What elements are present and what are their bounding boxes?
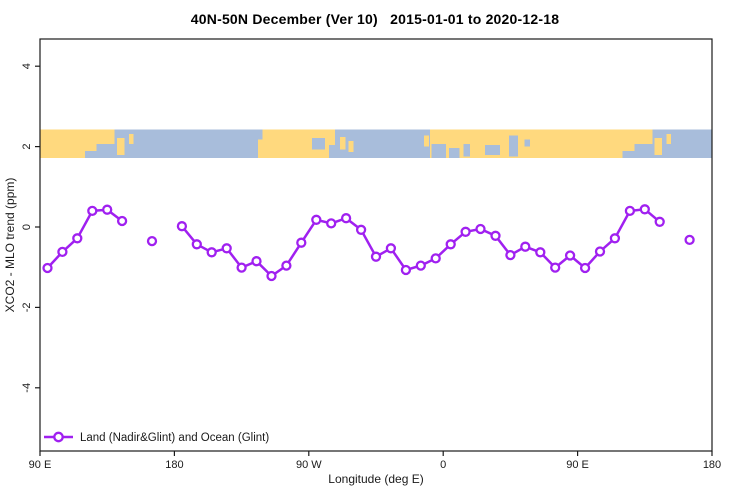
data-point <box>221 243 232 254</box>
water-patch <box>485 145 500 156</box>
y-tick-label: 0 <box>21 224 33 230</box>
data-point <box>550 262 561 273</box>
data-point <box>251 256 262 267</box>
data-point <box>42 262 53 274</box>
water-patch <box>328 145 335 158</box>
water-patch <box>431 143 447 158</box>
data-point <box>236 262 247 273</box>
series-line <box>46 208 124 270</box>
data-point <box>400 264 412 276</box>
y-tick-label: 2 <box>21 144 33 150</box>
data-point <box>624 205 636 217</box>
data-point <box>296 237 307 248</box>
y-tick-label: -4 <box>21 383 33 393</box>
data-point <box>206 247 217 258</box>
plot-frame <box>39 38 713 452</box>
water-patch <box>84 150 97 158</box>
data-point <box>370 251 382 262</box>
data-point <box>415 260 426 271</box>
island-speck <box>128 133 134 144</box>
data-point <box>87 205 98 217</box>
water-patch <box>96 143 115 158</box>
data-point <box>520 241 531 252</box>
water-patch <box>508 135 518 157</box>
data-point <box>654 216 665 227</box>
data-point <box>176 221 188 232</box>
water-patch <box>311 138 326 150</box>
land-segment <box>429 129 653 158</box>
data-point <box>684 234 695 246</box>
data-point <box>72 233 83 244</box>
island-speck <box>116 138 125 156</box>
island-speck <box>340 136 346 150</box>
chart-title: 40N-50N December (Ver 10) 2015-01-01 to … <box>190 11 560 27</box>
x-axis-title: Longitude (deg E) <box>328 472 423 486</box>
data-point <box>475 223 486 235</box>
water-patch <box>634 143 653 158</box>
water-patch <box>622 150 635 158</box>
data-point <box>445 239 456 250</box>
island-speck <box>654 138 662 156</box>
data-point <box>311 214 322 225</box>
data-point <box>579 262 591 274</box>
island-speck <box>423 135 430 147</box>
data-point <box>116 215 128 227</box>
data-point <box>505 249 516 261</box>
y-axis-title: XCO2 - MLO trend (ppm) <box>3 178 17 313</box>
data-point <box>191 239 202 250</box>
x-tick-label: 0 <box>440 459 446 471</box>
data-point <box>639 204 650 215</box>
axis-ticks: 90 E 180 90 W 0 90 E 180 4 2 0 -2 -4 <box>21 63 721 471</box>
data-point <box>281 260 292 271</box>
data-point <box>102 204 113 215</box>
water-patch <box>524 139 530 147</box>
data-point <box>609 233 621 244</box>
x-tick-label: 180 <box>165 459 183 471</box>
data-point <box>594 246 606 257</box>
data-point <box>564 250 576 261</box>
data-point <box>326 218 337 229</box>
data-point <box>340 213 352 224</box>
x-tick-label: 90 E <box>29 459 52 471</box>
data-point <box>385 243 397 254</box>
x-tick-label: 90 W <box>296 459 322 471</box>
y-tick-label: -2 <box>21 303 33 313</box>
legend: Land (Nadir&Glint) and Ocean (Glint) <box>44 431 269 444</box>
x-tick-label: 180 <box>703 459 721 471</box>
data-point <box>460 226 471 237</box>
island-speck <box>666 133 671 144</box>
data-point <box>266 270 277 282</box>
water-patch <box>463 143 471 157</box>
world-map-band <box>40 129 712 158</box>
data-point <box>535 247 546 258</box>
island-speck <box>348 140 354 153</box>
data-point <box>490 230 501 241</box>
y-tick-label: 4 <box>21 63 33 69</box>
data-point <box>57 246 68 258</box>
data-point <box>355 224 367 235</box>
x-tick-label: 90 E <box>566 459 589 471</box>
legend-label: Land (Nadir&Glint) and Ocean (Glint) <box>80 432 269 444</box>
legend-marker <box>53 431 64 443</box>
data-series <box>42 204 695 282</box>
data-point <box>146 235 158 247</box>
data-point <box>430 253 441 264</box>
water-patch <box>258 129 263 140</box>
water-patch <box>449 148 460 158</box>
